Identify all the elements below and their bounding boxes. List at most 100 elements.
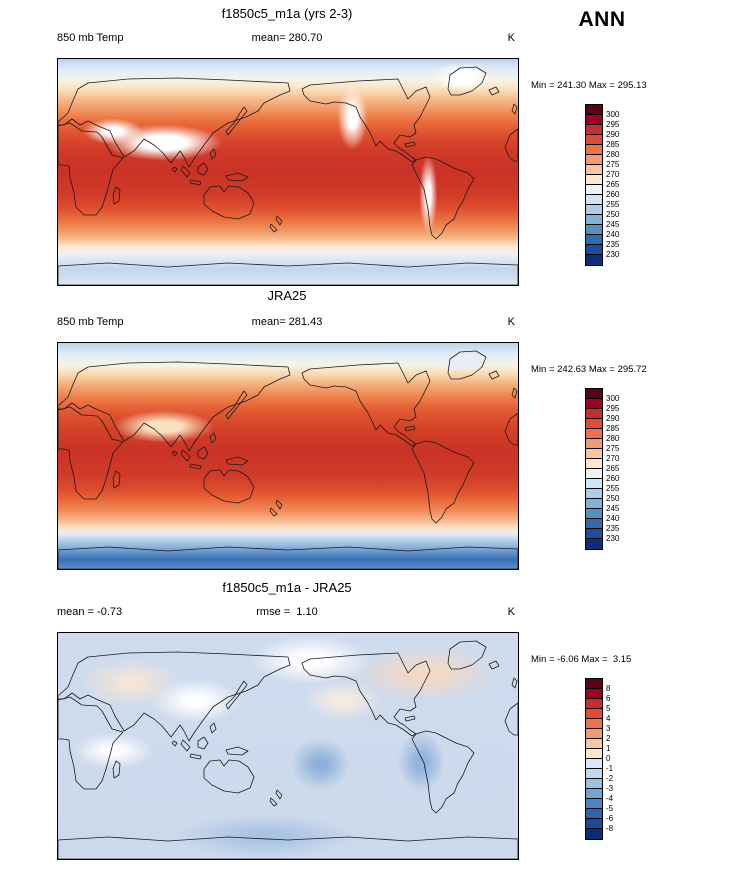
colorbar-tick-label: 250 xyxy=(606,494,620,503)
colorbar-obs: 300 295 290 285 280 275 270 265 260 255 250 245 240 2… xyxy=(585,388,655,552)
colorbar-tick-label: 290 xyxy=(606,130,620,139)
coastline-overlay xyxy=(58,350,518,569)
colorbar-cell xyxy=(586,215,602,225)
colorbar-tick-label: 260 xyxy=(606,190,620,199)
colorbar-cell xyxy=(586,255,602,265)
colorbar-cell xyxy=(586,195,602,205)
panel-model-meta: 850 mb Temp mean= 280.70 K xyxy=(57,32,517,46)
colorbar-cell xyxy=(586,155,602,165)
unit-label: K xyxy=(507,606,515,618)
colorbar-cell xyxy=(586,469,602,479)
panel-obs-title: JRA25 xyxy=(267,288,307,303)
colorbar-cell xyxy=(586,499,602,509)
panel-diff-meta: mean = -0.73 rmse = 1.10 K xyxy=(57,606,517,620)
colorbar-tick-label: 300 xyxy=(606,110,620,119)
minmax-label-obs: Min = 242.63 Max = 295.72 xyxy=(531,364,647,375)
colorbar-tick-label: 0 xyxy=(606,754,611,763)
colorbar-tick-label: 245 xyxy=(606,220,620,229)
coastline-overlay xyxy=(58,66,518,285)
minmax-label-diff: Min = -6.06 Max = 3.15 xyxy=(531,654,632,665)
colorbar-cell xyxy=(586,679,602,689)
colorbar-tick-label: 265 xyxy=(606,180,620,189)
colorbar-cell xyxy=(586,135,602,145)
rmse-label: rmse = 1.10 xyxy=(256,606,318,618)
mean-label: mean = -0.73 xyxy=(57,606,123,618)
map-diff xyxy=(57,632,519,860)
colorbar-cell xyxy=(586,539,602,549)
colorbar-tick-label: 1 xyxy=(606,744,611,753)
colorbar-model: 300 295 290 285 280 275 270 265 260 255 250 245 240 2… xyxy=(585,104,655,268)
colorbar-cell xyxy=(586,389,602,399)
colorbar-tick-label: 245 xyxy=(606,504,620,513)
temperature-field-obs xyxy=(58,343,518,569)
colorbar-tick-label: -8 xyxy=(606,824,614,833)
colorbar-tick-label: 270 xyxy=(606,170,620,179)
colorbar-cell xyxy=(586,175,602,185)
colorbar-tick-label: 250 xyxy=(606,210,620,219)
colorbar-cell xyxy=(586,709,602,719)
colorbar-cell xyxy=(586,699,602,709)
colorbar-tick-label: -1 xyxy=(606,764,614,773)
colorbar-tick-label: 6 xyxy=(606,694,611,703)
minmax-label-model: Min = 241.30 Max = 295.13 xyxy=(531,80,647,91)
colorbar-tick-label: 270 xyxy=(606,454,620,463)
colorbar-cell xyxy=(586,449,602,459)
colorbar-cell xyxy=(586,729,602,739)
colorbar-tick-label: -4 xyxy=(606,794,614,803)
map-model xyxy=(57,58,519,286)
colorbar-cell xyxy=(586,459,602,469)
colorbar-cell xyxy=(586,165,602,175)
panel-model-title: f1850c5_m1a (yrs 2-3) xyxy=(221,6,353,21)
colorbar-cell xyxy=(586,205,602,215)
colorbar-tick-label: 285 xyxy=(606,140,620,149)
colorbar-tick-label: 5 xyxy=(606,704,611,713)
colorbar-tick-label: -5 xyxy=(606,804,614,813)
colorbar-cell xyxy=(586,819,602,829)
colorbar-cell xyxy=(586,799,602,809)
colorbar-cell xyxy=(586,235,602,245)
panel-diff-title: f1850c5_m1a - JRA25 xyxy=(222,580,352,595)
season-label: ANN xyxy=(578,8,626,31)
colorbar-cell xyxy=(586,105,602,115)
colorbar-tick-label: 295 xyxy=(606,404,620,413)
colorbar-tick-label: 260 xyxy=(606,474,620,483)
colorbar-cell xyxy=(586,419,602,429)
unit-label: K xyxy=(507,32,515,44)
colorbar-tick-label: 295 xyxy=(606,120,620,129)
colorbar-cell xyxy=(586,185,602,195)
colorbar-cell xyxy=(586,719,602,729)
colorbar-cell xyxy=(586,409,602,419)
colorbar-tick-label: -3 xyxy=(606,784,614,793)
panel-obs-meta: 850 mb Temp mean= 281.43 K xyxy=(57,316,517,330)
colorbar-tick-label: 255 xyxy=(606,484,620,493)
colorbar-bar xyxy=(585,678,603,840)
colorbar-tick-label: 240 xyxy=(606,514,620,523)
colorbar-tick-label: 265 xyxy=(606,464,620,473)
mean-label: mean= 280.70 xyxy=(251,32,323,44)
colorbar-cell xyxy=(586,439,602,449)
temperature-field-model xyxy=(58,59,518,285)
colorbar-cell xyxy=(586,519,602,529)
colorbar-cell xyxy=(586,789,602,799)
colorbar-tick-label: 230 xyxy=(606,250,620,259)
colorbar-bar xyxy=(585,104,603,266)
colorbar-tick-label: 300 xyxy=(606,394,620,403)
map-obs xyxy=(57,342,519,570)
mean-label: mean= 281.43 xyxy=(251,316,323,328)
colorbar-tick-label: -6 xyxy=(606,814,614,823)
variable-label: 850 mb Temp xyxy=(57,32,124,44)
colorbar-tick-label: 280 xyxy=(606,150,620,159)
coastline-overlay xyxy=(58,640,518,859)
colorbar-labels: 300 295 290 285 280 275 270 265 260 255 250 245 240 2… xyxy=(606,105,651,265)
colorbar-cell xyxy=(586,479,602,489)
colorbar-tick-label: 3 xyxy=(606,724,611,733)
colorbar-tick-label: 235 xyxy=(606,240,620,249)
colorbar-tick-label: -2 xyxy=(606,774,614,783)
colorbar-cell xyxy=(586,509,602,519)
colorbar-tick-label: 235 xyxy=(606,524,620,533)
colorbar-labels: 300 295 290 285 280 275 270 265 260 255 250 245 240 2… xyxy=(606,389,651,549)
colorbar-cell xyxy=(586,399,602,409)
colorbar-cell xyxy=(586,529,602,539)
colorbar-tick-label: 230 xyxy=(606,534,620,543)
